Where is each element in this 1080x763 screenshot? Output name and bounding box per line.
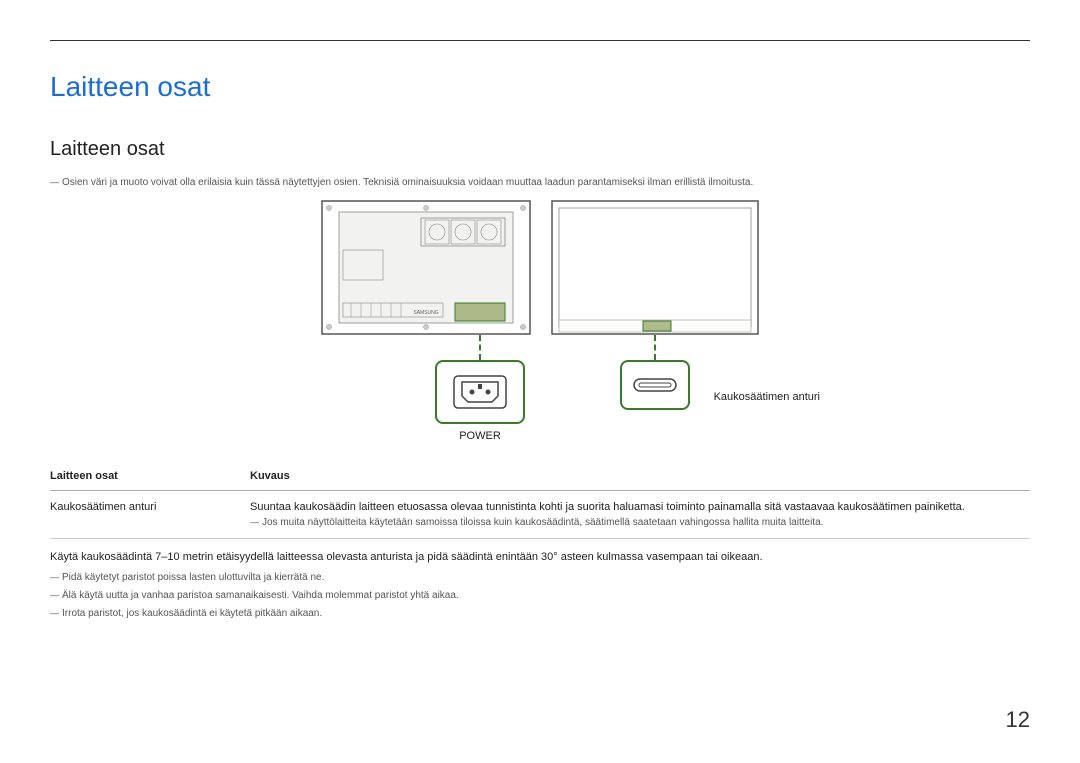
device-front-svg	[551, 200, 759, 335]
front-view-block: Kaukosäätimen anturi	[551, 200, 759, 442]
dash-line-sensor	[654, 335, 656, 360]
power-label: POWER	[459, 430, 501, 442]
back-view-block: SAMSUNG POWER	[321, 200, 531, 442]
cell-part-name: Kaukosäätimen anturi	[50, 491, 250, 539]
sensor-slot-icon	[633, 378, 677, 392]
section-title: Laitteen osat	[50, 71, 1030, 103]
table-header-desc: Kuvaus	[250, 462, 1030, 491]
usage-text: Käytä kaukosäädintä 7–10 metrin etäisyyd…	[50, 551, 1030, 563]
table-row: Kaukosäätimen anturi Suuntaa kaukosäädin…	[50, 491, 1030, 539]
power-connector-icon	[452, 374, 508, 410]
table-header-parts: Laitteen osat	[50, 462, 250, 491]
sensor-label: Kaukosäätimen anturi	[714, 391, 820, 403]
desc-text: Suuntaa kaukosäädin laitteen etuosassa o…	[250, 501, 1030, 513]
battery-note-2: Älä käytä uutta ja vanhaa paristoa saman…	[50, 589, 1030, 603]
top-rule	[50, 40, 1030, 41]
intro-note: Osien väri ja muoto voivat olla erilaisi…	[50, 176, 1030, 190]
power-callout-box	[435, 360, 525, 424]
brand-text: SAMSUNG	[413, 310, 438, 316]
page-number: 12	[1006, 707, 1030, 733]
parts-table: Laitteen osat Kuvaus Kaukosäätimen antur…	[50, 462, 1030, 539]
diagram-area: SAMSUNG POWER	[50, 200, 1030, 442]
battery-note-1: Pidä käytetyt paristot poissa lasten ulo…	[50, 571, 1030, 585]
battery-note-3: Irrota paristot, jos kaukosäädintä ei kä…	[50, 607, 1030, 621]
subsection-title: Laitteen osat	[50, 138, 1030, 161]
dash-line-power	[479, 335, 481, 360]
cell-part-desc: Suuntaa kaukosäädin laitteen etuosassa o…	[250, 491, 1030, 539]
device-back-svg: SAMSUNG	[321, 200, 531, 335]
desc-subnote: Jos muita näyttölaitteita käytetään samo…	[250, 517, 1030, 528]
sensor-callout-box	[620, 360, 690, 410]
